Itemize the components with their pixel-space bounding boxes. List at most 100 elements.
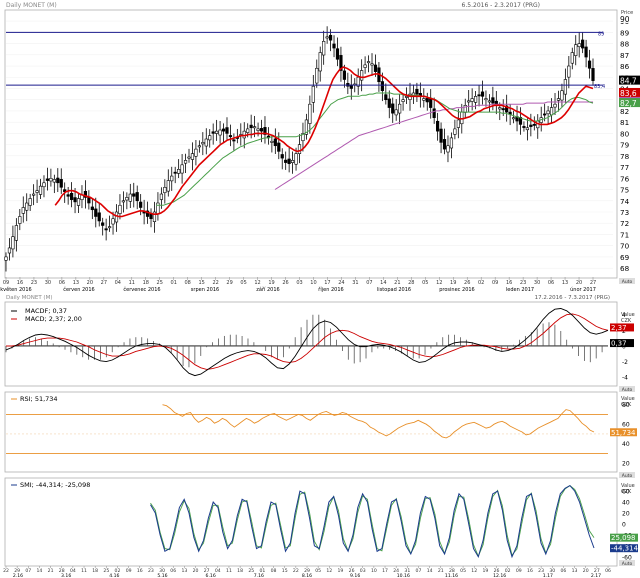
bottom-x-tick-label: 01 <box>259 568 265 574</box>
top-x-tick-label: 03 <box>296 280 302 286</box>
bottom-x-tick-label: 07 <box>25 568 31 574</box>
price-candle-body <box>259 128 264 132</box>
price-candle-body <box>577 43 581 48</box>
price-candle-body <box>460 111 464 125</box>
price-candle-body <box>121 200 125 203</box>
macd-panel: Daily MONET (M) 17.2.2016 - 7.3.2017 (PR… <box>4 295 635 393</box>
top-x-tick-label: 27 <box>101 280 107 286</box>
price-candle-body <box>473 96 478 103</box>
bottom-x-tick-label: 26 <box>349 568 355 574</box>
top-month-label: leden 2017 <box>506 287 534 293</box>
smi-y-tick: 0 <box>622 521 626 528</box>
price-badge-text: 83,6 <box>620 89 637 98</box>
bottom-x-tick-label: 18 <box>92 568 98 574</box>
bottom-x-tick-label: 06 <box>170 568 176 574</box>
macd-auto-label: Auto <box>622 387 633 393</box>
price-candle-body <box>567 65 571 78</box>
price-candle-body <box>97 212 101 222</box>
price-candle-body <box>90 206 94 211</box>
price-candle-body <box>339 55 343 71</box>
smi-frame <box>4 477 618 567</box>
price-y-tick: 79 <box>620 141 630 150</box>
bottom-x-tick-label: 22 <box>293 568 299 574</box>
price-candle-body <box>128 193 132 202</box>
bottom-month-label: 5.16 <box>157 573 167 578</box>
macd-legend-macdf: MACDF; 0,37 <box>25 307 67 315</box>
price-candle-body <box>7 247 12 254</box>
chart-title: Daily MONET (M) <box>6 2 57 9</box>
price-candle-body <box>201 142 205 145</box>
top-month-label: květen 2016 <box>0 286 31 293</box>
price-badge-bg <box>619 87 640 97</box>
bottom-x-tick-label: 10 <box>371 568 377 574</box>
top-x-tick-label: 08 <box>185 280 191 286</box>
price-y-tick: 70 <box>620 242 630 251</box>
bottom-x-tick-label: 19 <box>482 568 488 574</box>
price-y-ticks: 6869707172737475767778798081828384858687… <box>620 17 630 273</box>
price-candle-body <box>491 97 495 104</box>
price-candle-body <box>487 100 492 103</box>
price-candle-body <box>32 193 36 196</box>
price-candle-body <box>546 110 550 115</box>
bottom-x-tick-label: 09 <box>126 568 132 574</box>
price-y-tick: 68 <box>620 264 630 273</box>
price-candle-body <box>14 225 18 241</box>
price-candle-body <box>439 128 443 143</box>
price-candle-body <box>59 179 63 188</box>
smi-auto-button[interactable] <box>619 560 635 566</box>
price-candle-body <box>456 119 460 128</box>
bottom-month-label: 12.16 <box>493 573 506 578</box>
price-auto-button[interactable] <box>619 278 635 284</box>
rsi-panel: Value CZK RSI; 51,734 80 60 40 20 51,734 Au… <box>4 391 637 479</box>
price-candle-body <box>208 135 212 141</box>
top-x-tick-label: 02 <box>478 280 484 286</box>
price-candle-body <box>118 204 122 215</box>
date-range: 6.5.2016 - 2.3.2017 (PRG) <box>462 2 540 9</box>
price-candle-body <box>366 61 371 64</box>
price-candle-body <box>56 177 60 184</box>
price-candle-body <box>370 63 374 66</box>
rsi-value-badges: 51,734 <box>610 428 637 437</box>
bottom-x-tick-label: 29 <box>14 568 20 574</box>
bottom-x-tick-label: 12 <box>326 568 332 574</box>
top-x-tick-label: 20 <box>87 280 93 286</box>
price-candle-body <box>287 158 291 165</box>
price-badge-bg <box>619 98 640 108</box>
top-month-label: srpen 2016 <box>191 287 219 293</box>
price-candle-body <box>111 218 115 225</box>
price-candle-body <box>284 159 288 163</box>
rsi-auto-button[interactable] <box>619 472 635 478</box>
bottom-x-tick-label: 13 <box>181 568 187 574</box>
top-x-tick-label: 22 <box>212 280 218 286</box>
top-x-tick-label: 24 <box>338 280 344 286</box>
top-month-label: prosinec 2016 <box>439 287 474 293</box>
smi-y-tick: 40 <box>622 500 630 507</box>
macd-panel-title: Daily MONET (M) <box>6 295 52 301</box>
price-candle-body <box>325 36 329 39</box>
macd-y-tick: -4 <box>622 375 628 382</box>
rsi-y-tick: 80 <box>622 402 630 409</box>
price-candle-body <box>194 148 198 157</box>
price-candle-body <box>170 175 174 182</box>
price-candle-body <box>73 197 77 203</box>
top-x-tick-label: 11 <box>129 280 135 286</box>
smi-badge-bg <box>610 533 638 542</box>
price-candle-body <box>52 179 56 183</box>
bottom-x-tick-label: 12 <box>471 568 477 574</box>
price-y-tick: 78 <box>620 152 630 161</box>
price-candle-body <box>518 117 523 125</box>
price-panel: Daily MONET (M) 6.5.2016 - 2.3.2017 (PRG… <box>0 2 640 293</box>
price-candle-body <box>76 198 81 206</box>
top-month-label: červen 2016 <box>63 286 94 293</box>
macd-auto-button[interactable] <box>619 386 635 392</box>
bottom-x-tick-label: 14 <box>427 568 433 574</box>
bottom-month-label: 3.16 <box>61 573 71 578</box>
bottom-x-tick-label: 28 <box>59 568 65 574</box>
price-candle-body <box>301 133 305 142</box>
bottom-x-tick-label: 11 <box>81 568 87 574</box>
bottom-month-label: 6.16 <box>206 573 216 578</box>
top-x-tick-label: 21 <box>394 280 400 286</box>
price-candle-body <box>436 120 440 132</box>
bottom-x-tick-label: 04 <box>70 568 76 574</box>
